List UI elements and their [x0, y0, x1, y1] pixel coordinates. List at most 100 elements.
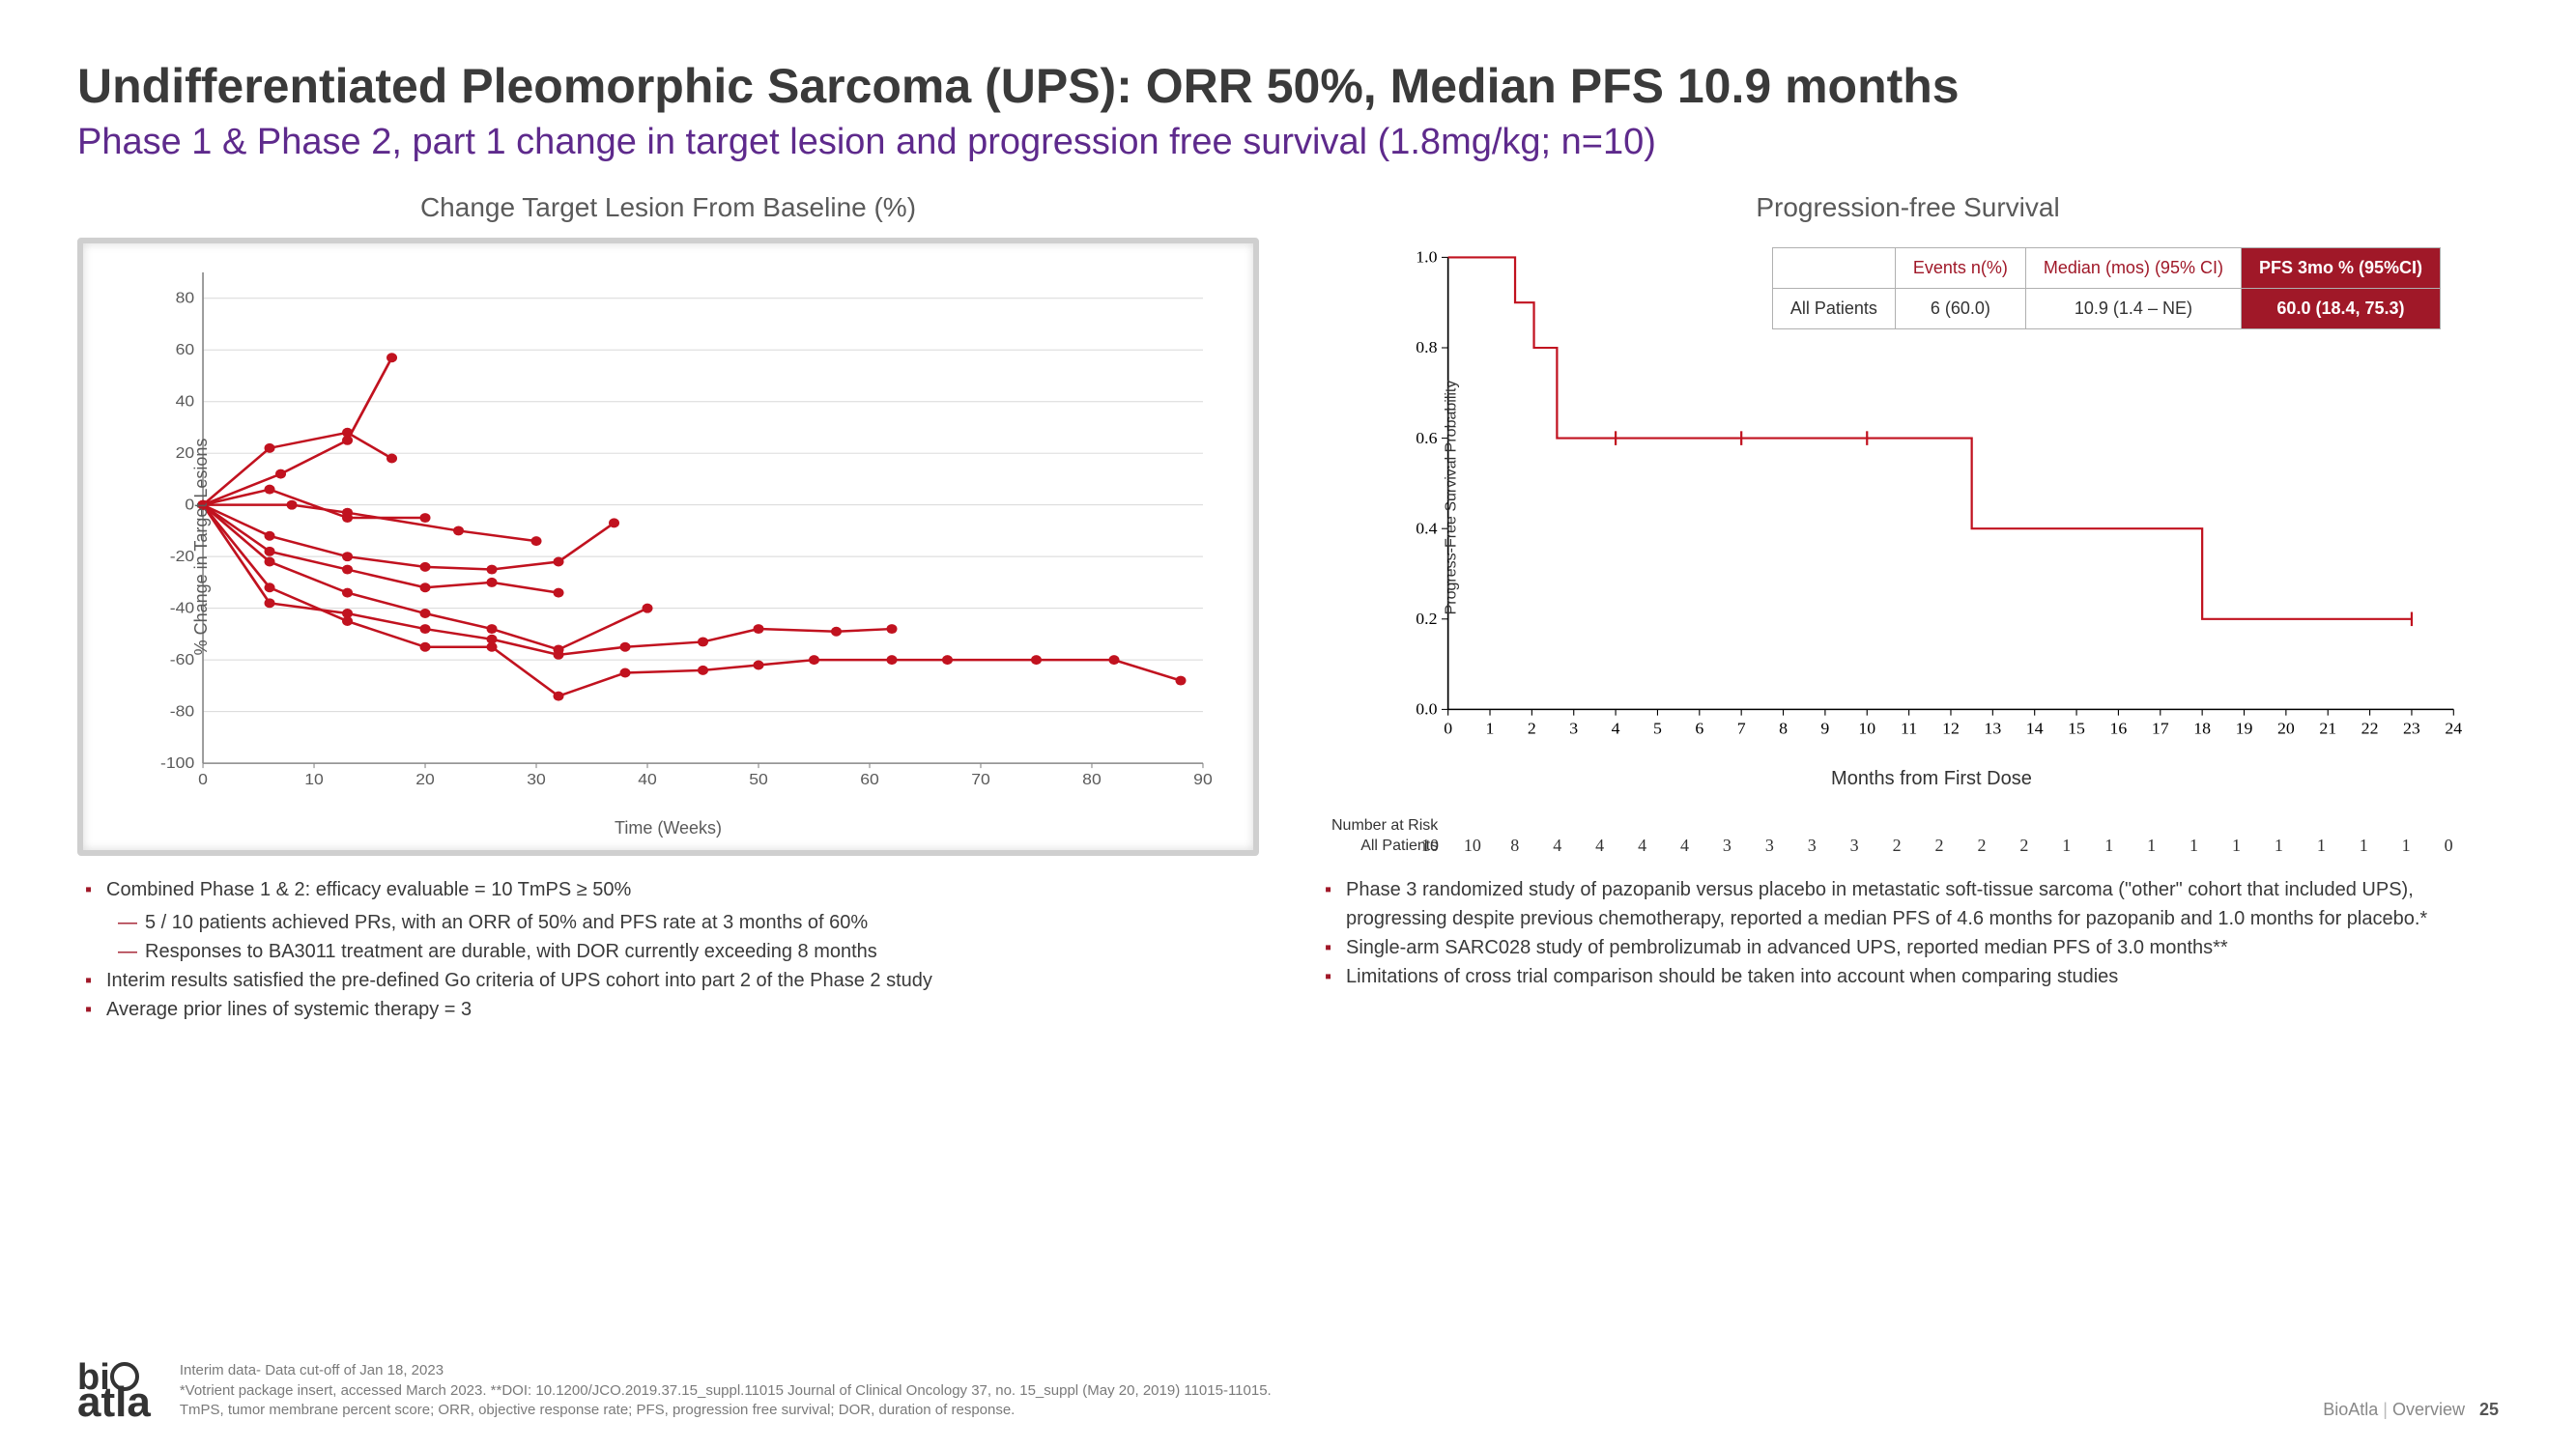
svg-text:6: 6 [1695, 720, 1703, 737]
risk-value: 3 [1748, 836, 1790, 856]
svg-text:15: 15 [2068, 720, 2085, 737]
risk-value: 1 [2342, 836, 2385, 856]
km-box: Progress-Free Survival Probability Event… [1317, 238, 2499, 856]
svg-text:8: 8 [1779, 720, 1788, 737]
svg-text:80: 80 [1082, 771, 1102, 788]
svg-text:20: 20 [2277, 720, 2295, 737]
svg-text:1: 1 [1486, 720, 1495, 737]
risk-table: Number at Risk All Patients 101084444333… [1394, 816, 2470, 856]
svg-text:16: 16 [2110, 720, 2128, 737]
footer-section: Overview [2392, 1400, 2465, 1419]
svg-text:4: 4 [1612, 720, 1620, 737]
svg-text:0.6: 0.6 [1416, 429, 1438, 446]
svg-text:-100: -100 [160, 754, 194, 772]
svg-text:17: 17 [2152, 720, 2169, 737]
charts-row: Change Target Lesion From Baseline (%) %… [77, 192, 2499, 856]
svg-text:-80: -80 [170, 702, 194, 720]
svg-text:50: 50 [749, 771, 768, 788]
svg-text:11: 11 [1901, 720, 1917, 737]
bullet-item: Phase 3 randomized study of pazopanib ve… [1346, 875, 2499, 933]
svg-text:0.0: 0.0 [1416, 700, 1437, 718]
footer: biatla Interim data- Data cut-off of Jan… [77, 1357, 2499, 1420]
km-row-label: All Patients [1772, 289, 1895, 329]
svg-text:40: 40 [176, 392, 195, 410]
risk-value: 2 [1918, 836, 1961, 856]
risk-value: 4 [1664, 836, 1706, 856]
bullet-item: Limitations of cross trial comparison sh… [1346, 962, 2499, 991]
km-th-pfs3mo: PFS 3mo % (95%CI) [2241, 248, 2440, 289]
bullets-right: Phase 3 randomized study of pazopanib ve… [1317, 875, 2499, 1024]
risk-value: 1 [2173, 836, 2216, 856]
svg-text:2: 2 [1528, 720, 1536, 737]
risk-value: 2 [1875, 836, 1918, 856]
svg-text:21: 21 [2319, 720, 2336, 737]
page-title: Undifferentiated Pleomorphic Sarcoma (UP… [77, 58, 2499, 114]
svg-text:0.8: 0.8 [1416, 339, 1437, 356]
km-ylabel: Progress-Free Survival Probability [1443, 380, 1460, 614]
svg-text:70: 70 [971, 771, 990, 788]
footnote-line: *Votrient package insert, accessed March… [180, 1381, 2294, 1401]
risk-value: 2 [1961, 836, 2003, 856]
km-th-events: Events n(%) [1895, 248, 2025, 289]
bullet-item: Interim results satisfied the pre-define… [106, 966, 1259, 995]
risk-value: 1 [2385, 836, 2427, 856]
svg-text:0.2: 0.2 [1416, 611, 1437, 628]
svg-text:12: 12 [1942, 720, 1960, 737]
risk-label: Number at Risk All Patients [1331, 816, 1438, 857]
risk-row: 101084444333322221111111110 [1394, 836, 2470, 856]
km-panel: Progression-free Survival Progress-Free … [1317, 192, 2499, 856]
svg-text:10: 10 [1858, 720, 1875, 737]
risk-value: 4 [1621, 836, 1664, 856]
spider-xlabel: Time (Weeks) [615, 818, 722, 838]
bullet-item: Single-arm SARC028 study of pembrolizuma… [1346, 933, 2499, 962]
footnotes: Interim data- Data cut-off of Jan 18, 20… [180, 1361, 2294, 1420]
svg-text:40: 40 [638, 771, 657, 788]
risk-value: 1 [2216, 836, 2258, 856]
km-row-median: 10.9 (1.4 – NE) [2025, 289, 2241, 329]
km-title: Progression-free Survival [1317, 192, 2499, 223]
risk-value: 1 [2257, 836, 2300, 856]
risk-value: 1 [2088, 836, 2131, 856]
risk-value: 3 [1833, 836, 1875, 856]
logo: biatla [77, 1357, 151, 1420]
risk-rowlabel: All Patients [1331, 837, 1438, 857]
footer-brand: BioAtla [2323, 1400, 2378, 1419]
risk-value: 1 [2131, 836, 2173, 856]
page-subtitle: Phase 1 & Phase 2, part 1 change in targ… [77, 122, 2499, 163]
risk-value: 3 [1705, 836, 1748, 856]
svg-text:18: 18 [2193, 720, 2211, 737]
risk-value: 1 [2300, 836, 2342, 856]
spider-svg: -100-80-60-40-20020406080010203040506070… [160, 263, 1224, 802]
bullet-item: Combined Phase 1 & 2: efficacy evaluable… [106, 875, 1259, 966]
svg-text:14: 14 [2026, 720, 2044, 737]
svg-text:22: 22 [2361, 720, 2379, 737]
svg-text:20: 20 [415, 771, 435, 788]
svg-text:9: 9 [1820, 720, 1829, 737]
km-row-pfs3mo: 60.0 (18.4, 75.3) [2241, 289, 2440, 329]
risk-value: 8 [1494, 836, 1536, 856]
svg-text:80: 80 [176, 289, 195, 306]
svg-text:1.0: 1.0 [1416, 248, 1437, 266]
risk-title: Number at Risk [1331, 816, 1438, 837]
risk-value: 2 [2003, 836, 2046, 856]
risk-value: 3 [1790, 836, 1833, 856]
footnote-line: Interim data- Data cut-off of Jan 18, 20… [180, 1361, 2294, 1380]
svg-text:0: 0 [198, 771, 208, 788]
km-stats-table: Events n(%) Median (mos) (95% CI) PFS 3m… [1772, 247, 2441, 329]
bullet-subitem: 5 / 10 patients achieved PRs, with an OR… [145, 908, 1259, 937]
svg-text:0: 0 [1444, 720, 1452, 737]
svg-text:13: 13 [1984, 720, 2001, 737]
bullet-subitem: Responses to BA3011 treatment are durabl… [145, 937, 1259, 966]
svg-text:19: 19 [2236, 720, 2253, 737]
km-th-blank [1772, 248, 1895, 289]
km-th-median: Median (mos) (95% CI) [2025, 248, 2241, 289]
svg-text:60: 60 [860, 771, 879, 788]
svg-text:3: 3 [1569, 720, 1578, 737]
svg-text:10: 10 [304, 771, 324, 788]
km-row-events: 6 (60.0) [1895, 289, 2025, 329]
svg-text:7: 7 [1737, 720, 1746, 737]
svg-text:24: 24 [2445, 720, 2462, 737]
bullets-left: Combined Phase 1 & 2: efficacy evaluable… [77, 875, 1259, 1024]
risk-value: 4 [1579, 836, 1621, 856]
spider-title: Change Target Lesion From Baseline (%) [77, 192, 1259, 223]
